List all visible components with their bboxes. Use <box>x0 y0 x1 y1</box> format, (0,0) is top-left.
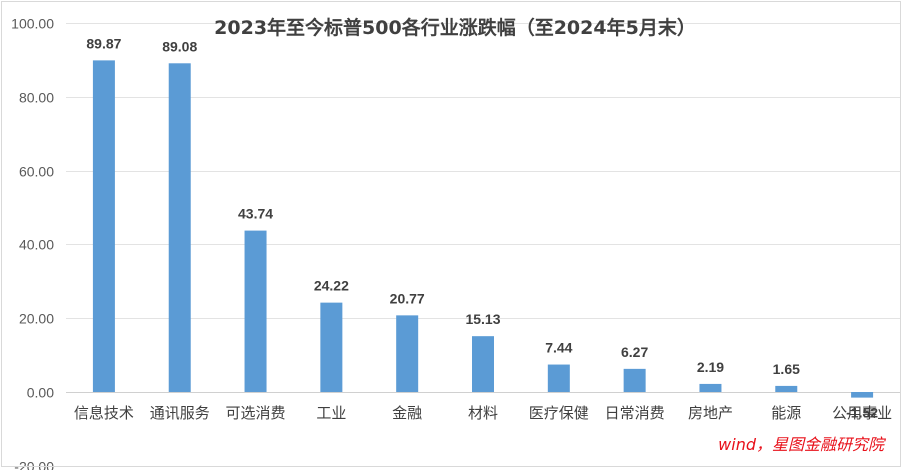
y-tick-label: 40.00 <box>19 237 54 253</box>
data-label: 1.65 <box>773 361 800 377</box>
data-label: 2.19 <box>697 359 724 375</box>
data-label: 43.74 <box>238 206 273 222</box>
bar <box>168 63 191 392</box>
bar <box>623 368 646 392</box>
data-label: 15.13 <box>465 311 500 327</box>
x-category-label: 金融 <box>392 404 422 422</box>
y-tick-label: 80.00 <box>19 90 54 106</box>
x-category-label: 信息技术 <box>74 404 134 422</box>
y-tick-label: -20.00 <box>14 459 54 471</box>
data-label: 89.08 <box>162 38 197 54</box>
x-category-label: 工业 <box>316 404 346 422</box>
y-tick-label: 60.00 <box>19 164 54 180</box>
data-label: 7.44 <box>545 340 572 356</box>
data-label: -1.52 <box>846 405 878 421</box>
x-category-label: 公用事业 <box>832 404 892 422</box>
y-tick-label: 20.00 <box>19 311 54 327</box>
data-label: 24.22 <box>314 278 349 294</box>
data-label: 20.77 <box>390 290 425 306</box>
y-tick-label: 100.00 <box>11 16 54 32</box>
bar <box>92 60 115 392</box>
chart-title: 2023年至今标普500各行业涨跌幅（至2024年5月末） <box>214 16 696 39</box>
x-category-label: 材料 <box>468 404 498 422</box>
x-axis: 信息技术 通讯服务 可选消费 工业 金融 材料 医疗保健 日常消费 房地产 能源 公用事业 <box>74 404 892 422</box>
data-label: 6.27 <box>621 344 648 360</box>
y-axis: 100.00 80.00 60.00 40.00 20.00 0.00 -20.00 <box>11 16 54 474</box>
bar <box>472 336 494 392</box>
bar <box>396 315 419 392</box>
x-category-label: 房地产 <box>688 404 733 422</box>
bar-series <box>92 60 874 398</box>
x-category-label: 通讯服务 <box>150 404 210 422</box>
gridlines <box>66 23 900 467</box>
bar <box>244 230 267 392</box>
data-labels: 89.87 89.08 43.74 24.22 20.77 15.13 7.44 6.27 2.… <box>86 35 878 420</box>
bar <box>547 364 570 392</box>
x-category-label: 能源 <box>771 404 801 422</box>
bar <box>775 385 798 392</box>
x-category-label: 医疗保健 <box>529 404 589 422</box>
x-category-label: 可选消费 <box>226 404 286 422</box>
bar <box>699 383 722 392</box>
bar <box>851 392 874 398</box>
x-category-label: 日常消费 <box>605 404 665 422</box>
y-tick-label: 0.00 <box>27 385 54 401</box>
source-note: wind，星图金融研究院 <box>718 435 887 454</box>
bar <box>320 302 343 392</box>
data-label: 89.87 <box>86 35 121 51</box>
